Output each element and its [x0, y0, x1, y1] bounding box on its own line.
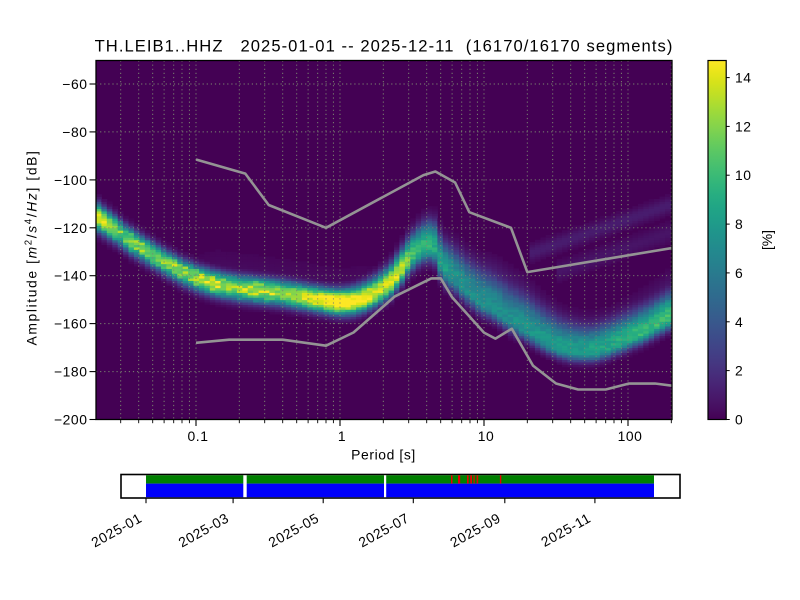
svg-text:12: 12: [735, 118, 752, 134]
svg-text:0.1: 0.1: [188, 428, 209, 444]
svg-text:Amplitude [m2/s4/Hz] [dB]: Amplitude [m2/s4/Hz] [dB]: [24, 150, 40, 346]
svg-text:14: 14: [735, 70, 752, 86]
svg-text:100: 100: [618, 428, 643, 444]
svg-text:4: 4: [735, 314, 743, 330]
svg-text:10: 10: [478, 428, 495, 444]
svg-text:Period [s]: Period [s]: [351, 447, 416, 463]
svg-text:[%]: [%]: [759, 230, 775, 250]
svg-text:8: 8: [735, 216, 743, 232]
svg-text:−160: −160: [54, 316, 88, 332]
svg-text:−80: −80: [62, 124, 87, 140]
svg-text:−140: −140: [54, 268, 88, 284]
svg-text:−200: −200: [54, 412, 88, 428]
svg-text:10: 10: [735, 167, 752, 183]
svg-text:6: 6: [735, 265, 743, 281]
svg-text:2: 2: [735, 363, 743, 379]
svg-text:−180: −180: [54, 364, 88, 380]
svg-text:−100: −100: [54, 172, 88, 188]
svg-text:−60: −60: [62, 76, 87, 92]
svg-text:1: 1: [338, 428, 346, 444]
svg-text:TH.LEIB1..HHZ 2025-01-01 --: TH.LEIB1..HHZ 2025-01-01 -- 2025-12-11 (…: [95, 37, 674, 56]
svg-text:−120: −120: [54, 220, 88, 236]
svg-text:0: 0: [735, 412, 743, 428]
